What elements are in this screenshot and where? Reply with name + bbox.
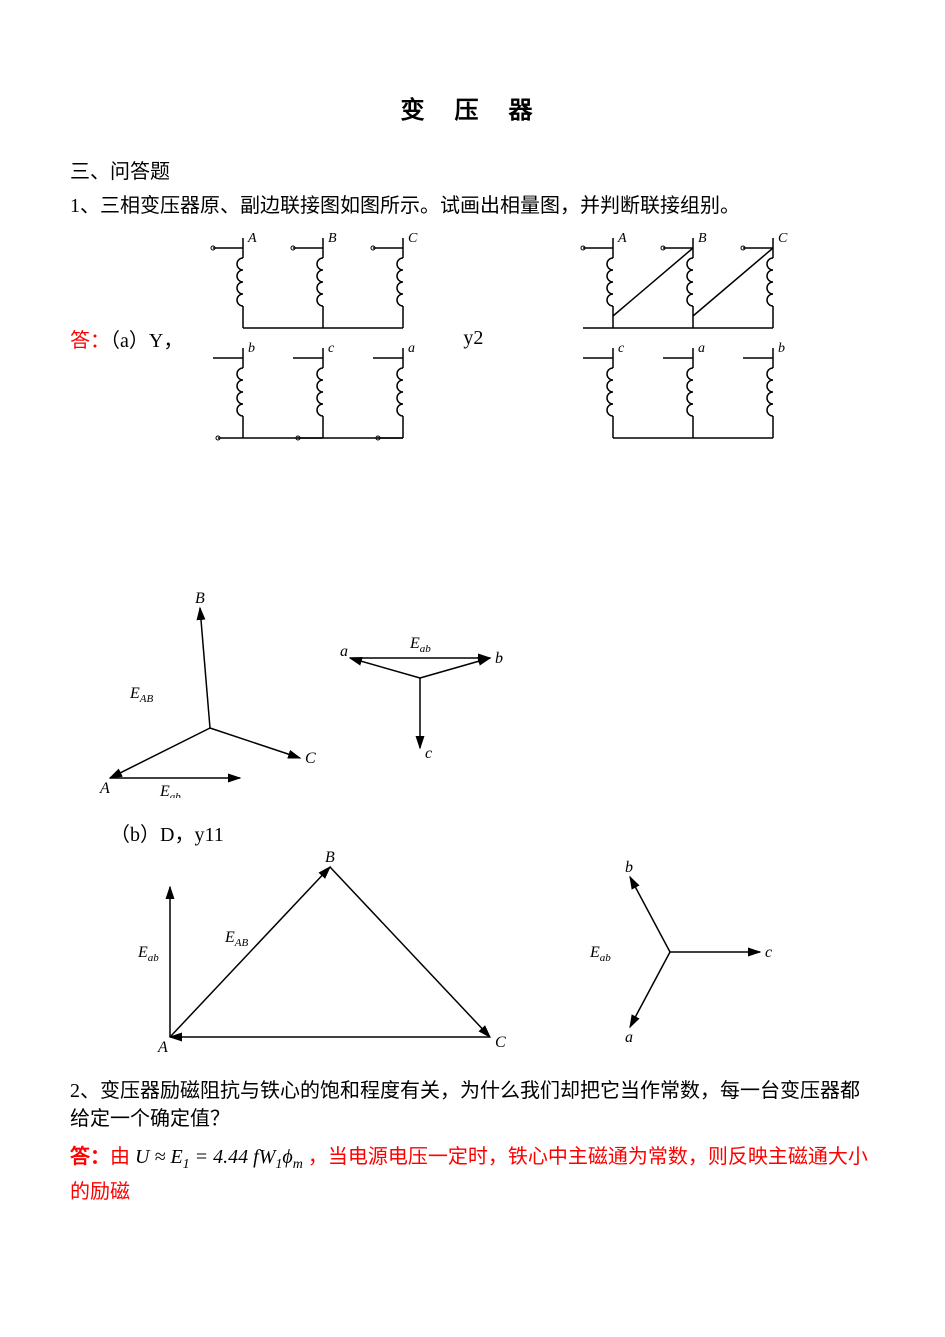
q1-body: 三相变压器原、副边联接图如图所示。试画出相量图，并判断联接组别。 [100,195,740,217]
formula-phi-sub: m [293,1157,303,1172]
phasor-b-B: B [325,849,335,866]
phasor-b-Eab: E [137,944,148,961]
winding-diagram-right: A B C [563,228,823,458]
answer-a-suffix: y2 [463,327,483,350]
page-title: 变 压 器 [70,90,875,125]
phasor-b-C: C [495,1034,506,1051]
label-b2: b [778,341,785,356]
label-C2: C [778,231,788,246]
q1-diagram-row: 答：（a）Y， [70,228,875,458]
phasor-b-sc: c [765,944,772,961]
phasor-b-sb: b [625,859,633,876]
formula-E1-sub: 1 [183,1157,190,1172]
formula-approx: ≈ [154,1146,165,1168]
phasor-diagram-b: A B C EAB Eab b a c Eab [70,847,830,1057]
q2-answer: 答：由 U ≈ E1 = 4.44 fW1ϕm ，当电源电压一定时，铁心中主磁通… [70,1141,875,1208]
phasor-a-Eab2: E [159,783,170,798]
label-B2: B [698,231,707,246]
svg-text:EAB: EAB [129,685,154,705]
phasor-b-A: A [157,1039,168,1056]
phasor-a-C: C [305,750,316,767]
label-A: A [247,231,257,246]
label-c2: c [618,341,625,356]
phasor-b-Eab-sub: ab [148,952,160,964]
formula-U: U [135,1146,149,1168]
label-a2: a [698,341,705,356]
phasor-b-EAB: E [224,929,235,946]
formula-W1: W [259,1146,276,1168]
phasor-a-sb: b [495,650,503,667]
q1-text: 1、三相变压器原、副边联接图如图所示。试画出相量图，并判断联接组别。 [70,192,875,220]
label-B: B [328,231,337,246]
phasor-b-EAB-sub: AB [234,937,249,949]
q2-body: 变压器励磁阻抗与铁心的饱和程度有关，为什么我们却把它当作常数，每一台变压器都给定… [70,1080,860,1130]
q2-answer-before: 由 [110,1146,130,1168]
phasor-a-sc: c [425,745,432,762]
formula-eq: = 4.44 [195,1146,249,1168]
formula-E1: E [170,1146,182,1168]
phasor-a-sEab: E [409,635,420,652]
phasor-b-sEab: E [589,944,600,961]
answer-a-label: （a）Y， [110,330,183,352]
q2-answer-prefix: 答： [70,1146,110,1168]
svg-text:EAB: EAB [224,929,249,949]
formula-phi: ϕ [282,1146,292,1168]
svg-text:Eab: Eab [159,783,181,798]
label-b: b [248,341,255,356]
section-heading: 三、问答题 [70,155,875,184]
label-A2: A [617,231,627,246]
q1-number: 1、 [70,195,100,217]
page: 变 压 器 三、问答题 1、三相变压器原、副边联接图如图所示。试画出相量图，并判… [0,0,945,1337]
phasor-a-area: A B C EAB Eab a b c Eab [70,578,875,798]
svg-text:Eab: Eab [137,944,159,964]
phasor-a-A: A [99,780,110,797]
phasor-b-sa: a [625,1029,633,1046]
svg-text:Eab: Eab [589,944,611,964]
phasor-a-Eab2-sub: ab [170,791,182,798]
phasor-a-sa: a [340,643,348,660]
phasor-a-EAB: E [129,685,140,702]
phasor-b-sEab-sub: ab [600,952,612,964]
q2-text: 2、变压器励磁阻抗与铁心的饱和程度有关，为什么我们却把它当作常数，每一台变压器都… [70,1077,875,1133]
phasor-a-sEab-sub: ab [420,643,432,655]
label-c: c [328,341,335,356]
phasor-a-EAB-sub: AB [139,693,154,705]
q1-answer-a-prefix-block: 答：（a）Y， [70,228,183,448]
label-a: a [408,341,415,356]
q1-answer-a-suffix-block: y2 [463,228,483,448]
phasor-diagram-a: A B C EAB Eab a b c Eab [70,578,550,798]
phasor-a-B: B [195,590,205,607]
q1-diagram-b-label: （b）D，y11 [110,818,875,847]
svg-text:Eab: Eab [409,635,431,655]
answer-label: 答： [70,330,110,352]
label-C: C [408,231,418,246]
winding-diagram-left: A B C b c a [193,228,453,458]
q2-number: 2、 [70,1080,100,1102]
